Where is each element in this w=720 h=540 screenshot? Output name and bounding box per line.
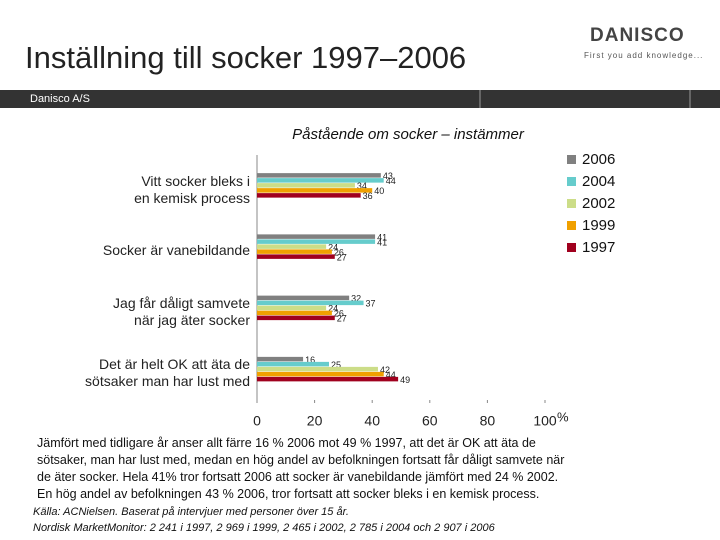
value-label: 42 bbox=[380, 365, 390, 375]
bar bbox=[257, 254, 335, 259]
value-label: 44 bbox=[386, 370, 396, 380]
x-tick-label: 20 bbox=[307, 413, 323, 429]
company: Danisco A/S bbox=[30, 93, 90, 105]
legend-label: 2002 bbox=[582, 195, 615, 212]
bar bbox=[257, 234, 376, 239]
bar bbox=[257, 178, 384, 183]
bar bbox=[257, 188, 373, 193]
value-label: 41 bbox=[377, 237, 387, 247]
chart-title: Påstående om socker – instämmer bbox=[292, 126, 525, 143]
value-label: 32 bbox=[351, 294, 361, 304]
body-text: En hög andel av befolkningen 43 % 2006, … bbox=[37, 487, 540, 501]
value-label: 26 bbox=[334, 309, 344, 319]
bar bbox=[257, 371, 384, 377]
x-tick-label: 60 bbox=[422, 413, 438, 429]
value-label: 49 bbox=[400, 375, 410, 385]
legend-swatch bbox=[567, 199, 576, 208]
value-label: 24 bbox=[328, 242, 338, 252]
value-label: 41 bbox=[377, 232, 387, 242]
legend-swatch bbox=[567, 243, 576, 252]
legend-label: 2004 bbox=[582, 173, 615, 190]
value-label: 37 bbox=[366, 299, 376, 309]
bar bbox=[257, 183, 355, 188]
value-label: 36 bbox=[363, 191, 373, 201]
value-label: 27 bbox=[337, 252, 347, 262]
bar bbox=[257, 361, 329, 367]
x-unit: % bbox=[557, 409, 569, 424]
source-text: Källa: ACNielsen. Baserat på intervjuer … bbox=[33, 506, 349, 518]
legend-label: 1997 bbox=[582, 239, 615, 256]
bar bbox=[257, 244, 327, 249]
legend-swatch bbox=[567, 177, 576, 186]
bar bbox=[257, 300, 364, 306]
value-label: 27 bbox=[337, 314, 347, 324]
category-label: Det är helt OK att äta de sötsaker man h… bbox=[85, 356, 250, 390]
value-label: 24 bbox=[328, 304, 338, 314]
header-bar bbox=[0, 90, 720, 108]
category-label: Jag får dåligt samvete när jag äter sock… bbox=[113, 295, 250, 329]
bar bbox=[257, 305, 327, 311]
bar bbox=[257, 356, 304, 362]
bar bbox=[257, 366, 378, 372]
value-label: 40 bbox=[374, 186, 384, 196]
bar bbox=[257, 193, 361, 198]
bar bbox=[257, 249, 332, 254]
x-tick-label: 40 bbox=[364, 413, 380, 429]
legend-label: 1999 bbox=[582, 217, 615, 234]
x-tick-label: 80 bbox=[480, 413, 496, 429]
value-label: 26 bbox=[334, 247, 344, 257]
value-label: 44 bbox=[386, 176, 396, 186]
bar bbox=[257, 295, 350, 301]
bar bbox=[257, 376, 399, 382]
category-label: Vitt socker bleks i en kemisk process bbox=[134, 172, 250, 206]
tagline: First you add knowledge... bbox=[584, 51, 703, 60]
category-label: Socker är vanebildande bbox=[102, 242, 250, 259]
bar bbox=[257, 310, 332, 316]
source-text: Nordisk MarketMonitor: 2 241 i 1997, 2 9… bbox=[33, 522, 495, 534]
legend-swatch bbox=[567, 221, 576, 230]
value-label: 34 bbox=[357, 181, 367, 191]
body-text: Jämfört med tidligare år anser allt färr… bbox=[37, 436, 536, 450]
bar bbox=[257, 315, 335, 321]
x-tick-label: 100 bbox=[533, 413, 557, 429]
slide-title: Inställning till socker 1997–2006 bbox=[25, 40, 466, 75]
legend-swatch bbox=[567, 155, 576, 164]
value-label: 16 bbox=[305, 355, 315, 365]
value-label: 43 bbox=[383, 171, 393, 181]
body-text: de äter socker. Hela 41% tror fortsatt 2… bbox=[37, 470, 559, 484]
x-tick-label: 0 bbox=[253, 413, 261, 429]
body-text: sötsaker, man har lust med, medan en hög… bbox=[37, 453, 565, 467]
legend-label: 2006 bbox=[582, 151, 615, 168]
value-label: 25 bbox=[331, 360, 341, 370]
logo: DANISCO bbox=[590, 25, 685, 46]
bar bbox=[257, 239, 376, 244]
bar bbox=[257, 173, 381, 178]
